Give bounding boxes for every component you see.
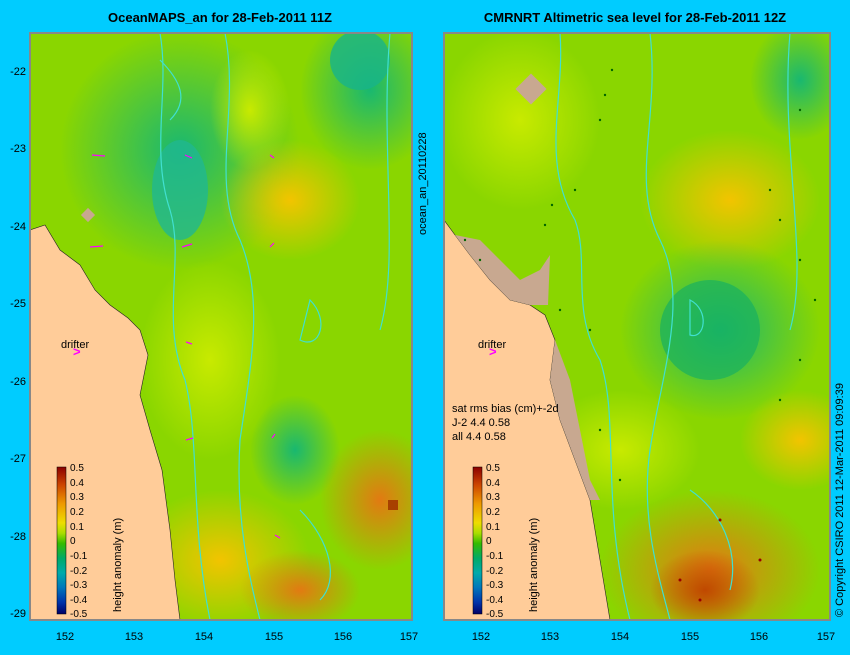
- lat-tick: -23: [10, 143, 26, 155]
- right-cbar-tick: -0.1: [486, 551, 504, 562]
- lon-tick: 157: [817, 631, 835, 643]
- left-lat-axis: -22 -23 -24 -25 -26 -27 -28 -29: [10, 66, 26, 620]
- right-drifter-marker: >: [489, 344, 497, 359]
- left-colorbar-ticks: 0.5 0.4 0.3 0.2 0.1 0 -0.1 -0.2 -0.3 -0.…: [70, 463, 88, 620]
- right-colorbar-ticks: 0.5 0.4 0.3 0.2 0.1 0 -0.1 -0.2 -0.3 -0.…: [486, 463, 504, 620]
- lon-tick: 156: [750, 631, 768, 643]
- altimeter-points: [463, 68, 817, 482]
- right-drifter-label: drifter: [478, 339, 506, 351]
- stats-block: sat rms bias (cm)+-2d J-2 4.4 0.58 all 4…: [452, 403, 559, 443]
- left-map-frame: [29, 32, 413, 621]
- left-colorbar-label: height anomaly (m): [112, 518, 124, 612]
- left-cbar-tick: -0.3: [70, 580, 88, 591]
- left-colorbar: [56, 466, 67, 615]
- lat-tick: -25: [10, 298, 26, 310]
- left-cbar-tick: 0.3: [70, 492, 84, 503]
- left-lon-axis: 152 153 154 155 156 157: [56, 631, 418, 643]
- right-colorbar: [472, 466, 483, 615]
- left-side-label: ocean_an_20110228: [417, 132, 429, 235]
- lon-tick: 156: [334, 631, 352, 643]
- right-cbar-tick: 0.4: [486, 478, 500, 489]
- lon-tick: 155: [265, 631, 283, 643]
- stats-row-all: all 4.4 0.58: [452, 431, 506, 443]
- altimeter-points-red: [678, 518, 762, 602]
- left-panel-title: OceanMAPS_an for 28-Feb-2011 11Z: [108, 10, 332, 25]
- lat-tick: -22: [10, 66, 26, 78]
- right-map-frame: [443, 32, 831, 621]
- right-cbar-tick: 0.2: [486, 507, 500, 518]
- lat-tick: -27: [10, 453, 26, 465]
- left-cbar-tick: 0.4: [70, 478, 84, 489]
- left-drifter-label: drifter: [61, 339, 89, 351]
- stats-header: sat rms bias (cm)+-2d: [452, 403, 559, 415]
- right-cbar-tick: 0: [486, 536, 492, 547]
- left-cbar-tick: 0: [70, 536, 76, 547]
- lat-tick: -26: [10, 376, 26, 388]
- lon-tick: 154: [611, 631, 629, 643]
- right-cbar-tick: 0.3: [486, 492, 500, 503]
- lon-tick: 153: [125, 631, 143, 643]
- right-panel-title: CMRNRT Altimetric sea level for 28-Feb-2…: [484, 10, 786, 25]
- lon-tick: 153: [541, 631, 559, 643]
- left-drifter-marker: >: [73, 344, 81, 359]
- lon-tick: 155: [681, 631, 699, 643]
- lat-tick: -24: [10, 221, 26, 233]
- left-cbar-tick: -0.1: [70, 551, 88, 562]
- lat-tick: -29: [10, 608, 26, 620]
- lat-tick: -28: [10, 531, 26, 543]
- right-cbar-tick: -0.3: [486, 580, 504, 591]
- left-map-area: [30, 33, 412, 620]
- copyright-label: © Copyright CSIRO 2011 12-Mar-2011 09:09…: [834, 383, 846, 617]
- left-cbar-tick: 0.2: [70, 507, 84, 518]
- left-cbar-tick: 0.1: [70, 522, 84, 533]
- lon-tick: 152: [56, 631, 74, 643]
- right-cbar-tick: 0.1: [486, 522, 500, 533]
- right-map-area: [444, 33, 830, 620]
- lon-tick: 152: [472, 631, 490, 643]
- lon-tick: 154: [195, 631, 213, 643]
- right-cbar-tick: -0.4: [486, 595, 504, 606]
- lon-tick: 157: [400, 631, 418, 643]
- right-colorbar-label: height anomaly (m): [528, 518, 540, 612]
- left-cbar-tick: -0.5: [70, 609, 88, 620]
- left-land: [30, 224, 181, 620]
- right-cbar-tick: -0.2: [486, 566, 504, 577]
- left-cbar-tick: -0.2: [70, 566, 88, 577]
- right-cbar-tick: -0.5: [486, 609, 504, 620]
- right-lon-axis: 152 153 154 155 156 157: [472, 631, 835, 643]
- stats-row-j2: J-2 4.4 0.58: [452, 417, 510, 429]
- left-cbar-tick: 0.5: [70, 463, 84, 474]
- right-cbar-tick: 0.5: [486, 463, 500, 474]
- left-cbar-tick: -0.4: [70, 595, 88, 606]
